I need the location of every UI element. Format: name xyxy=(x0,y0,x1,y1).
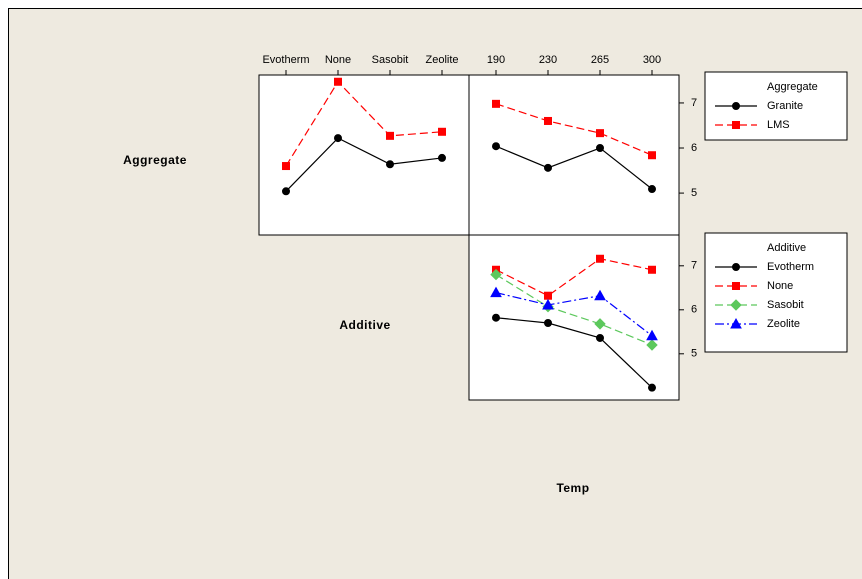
x-tick-label: Evotherm xyxy=(262,54,309,66)
marker xyxy=(282,162,290,171)
x-tick-label: Zeolite xyxy=(425,54,458,66)
series-line xyxy=(495,317,653,389)
marker xyxy=(596,129,604,138)
panel-frame xyxy=(468,234,680,401)
marker xyxy=(386,160,394,169)
legend-label: LMS xyxy=(767,119,790,131)
marker xyxy=(648,185,656,194)
marker xyxy=(544,291,552,300)
legend-label: Evotherm xyxy=(767,261,814,273)
series-line xyxy=(495,292,653,337)
marker xyxy=(732,121,740,129)
legend-label: Sasobit xyxy=(767,299,804,311)
series-line xyxy=(285,137,443,192)
x-tick-label: 265 xyxy=(591,54,609,66)
series-line xyxy=(495,145,653,190)
marker xyxy=(732,282,740,290)
marker xyxy=(596,144,604,153)
marker xyxy=(492,142,500,151)
marker xyxy=(438,153,446,162)
marker xyxy=(648,265,656,274)
y-tick-label: 7 xyxy=(691,97,697,109)
legend-title: Aggregate xyxy=(767,81,818,93)
legend-label: None xyxy=(767,280,793,292)
panel-frame xyxy=(468,74,680,236)
series-line xyxy=(495,274,653,346)
x-tick-label: 230 xyxy=(539,54,557,66)
marker xyxy=(594,289,606,301)
factor-label: Temp xyxy=(556,481,589,495)
marker xyxy=(492,313,500,322)
marker xyxy=(732,102,740,110)
y-tick-label: 6 xyxy=(691,142,697,154)
legend-title: Additive xyxy=(767,242,806,254)
marker xyxy=(544,319,552,327)
marker xyxy=(282,187,290,196)
marker xyxy=(492,99,500,108)
marker xyxy=(646,339,658,351)
marker xyxy=(490,268,502,281)
marker xyxy=(490,286,502,298)
x-tick-label: 300 xyxy=(643,54,661,66)
y-tick-label: 5 xyxy=(691,187,697,199)
marker xyxy=(334,77,342,86)
series-line xyxy=(495,258,653,297)
marker xyxy=(596,254,604,263)
x-tick-label: None xyxy=(325,54,351,66)
marker xyxy=(542,298,554,310)
x-tick-label: 190 xyxy=(487,54,505,66)
marker xyxy=(544,163,552,172)
legend-box xyxy=(704,71,848,141)
marker xyxy=(646,329,658,341)
marker xyxy=(730,299,742,311)
marker xyxy=(648,383,656,392)
marker xyxy=(648,151,656,160)
marker xyxy=(334,134,342,143)
marker xyxy=(596,333,604,342)
series-line xyxy=(285,80,443,167)
x-tick-label: Sasobit xyxy=(372,54,409,66)
y-tick-label: 5 xyxy=(691,348,697,360)
marker xyxy=(438,127,446,136)
y-tick-label: 7 xyxy=(691,260,697,272)
y-tick-label: 6 xyxy=(691,304,697,316)
marker xyxy=(732,263,740,271)
panel-frame xyxy=(258,74,470,236)
legend-box xyxy=(704,232,848,353)
marker xyxy=(544,116,552,125)
legend-label: Granite xyxy=(767,100,803,112)
marker xyxy=(594,318,606,330)
factor-label: Additive xyxy=(339,318,390,332)
marker xyxy=(730,317,742,329)
legend-label: Zeolite xyxy=(767,318,800,330)
series-line xyxy=(495,103,653,156)
factor-label: Aggregate xyxy=(123,153,187,167)
marker xyxy=(386,131,394,140)
